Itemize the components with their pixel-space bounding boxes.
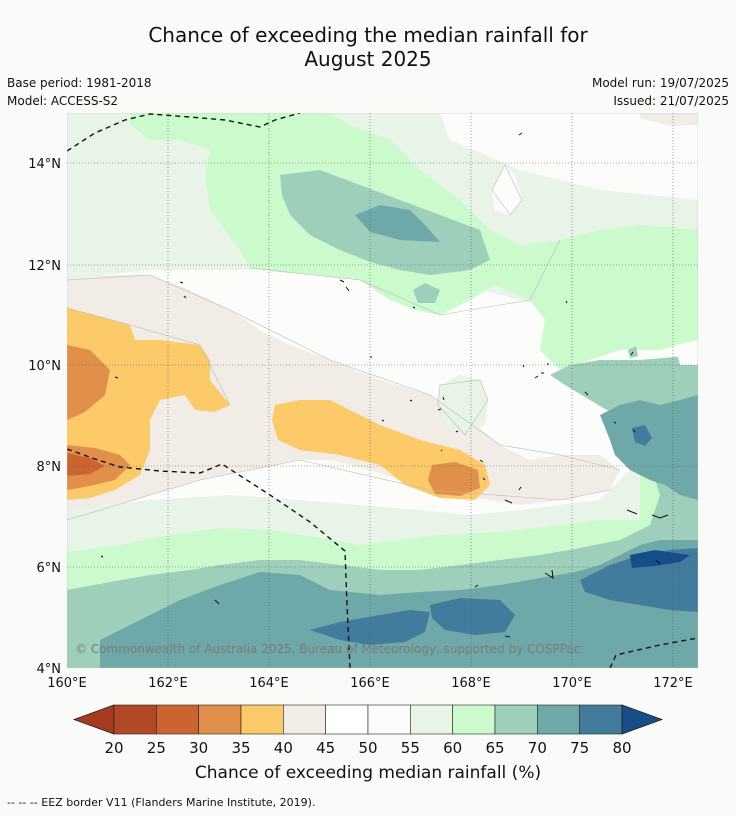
colorbar-segment [494,704,538,735]
colorbar-tick-label: 75 [570,739,589,757]
colorbar-segment [198,704,242,735]
colorbar-segment [283,704,326,735]
copyright-text: © Commonwealth of Australia 2025, Bureau… [75,642,580,656]
colorbar-segment [156,704,199,735]
colorbar-segment [579,704,623,735]
colorbar-tick-label: 60 [443,739,462,757]
colorbar-max-arrow [621,704,664,735]
lat-label-6: 6°N [37,561,62,576]
colorbar-tick-label: 20 [104,739,123,757]
colorbar-tick-label: 40 [274,739,293,757]
issued-date: Issued: 21/07/2025 [613,94,729,108]
colorbar-tick-label: 35 [231,739,250,757]
lat-label-14: 14°N [28,157,61,172]
colorbar-tick-label: 70 [528,739,547,757]
lon-label-164: 164°E [249,676,289,691]
lon-label-162: 162°E [148,676,188,691]
lat-label-8: 8°N [37,460,62,475]
lon-label-166: 166°E [350,676,390,691]
model-run: Model run: 19/07/2025 [591,76,729,90]
colorbar-label: Chance of exceeding median rainfall (%) [195,763,541,783]
base-period: Base period: 1981-2018 [7,76,152,90]
lat-label-10: 10°N [28,359,61,374]
contour-fill: © Commonwealth of Australia 2025, Bureau… [67,113,698,668]
colorbar-tick-label: 80 [612,739,631,757]
colorbar-segment [325,704,369,735]
lat-label-4: 4°N [37,662,62,677]
colorbar: 20 25 30 35 40 45 50 55 60 65 70 75 80 [72,704,664,757]
colorbar-segment [367,704,411,735]
rainfall-map: © Commonwealth of Australia 2025, Bureau… [28,113,698,783]
eez-border [67,113,698,668]
colorbar-tick-label: 45 [316,739,335,757]
colorbar-tick-label: 25 [147,739,166,757]
eez-footnote: -- -- -- EEZ border V11 (Flanders Marine… [7,796,316,809]
colorbar-segment [240,704,284,735]
colorbar-segment [113,704,157,735]
title-line-1: Chance of exceeding the median rainfall … [148,23,588,47]
lon-label-172: 172°E [653,676,693,691]
lon-label-170: 170°E [552,676,592,691]
model-name: Model: ACCESS-S2 [7,94,119,108]
title-line-2: August 2025 [304,47,432,71]
colorbar-tick-label: 30 [189,739,208,757]
lon-label-160: 160°E [47,676,87,691]
colorbar-tick-label: 65 [485,739,504,757]
colorbar-segment [452,704,496,735]
lon-label-168: 168°E [451,676,491,691]
colorbar-tick-label: 55 [401,739,420,757]
colorbar-tick-label: 50 [358,739,377,757]
colorbar-segment [537,704,580,735]
islands [100,132,669,638]
lat-label-12: 12°N [28,259,61,274]
graticule [67,113,698,668]
colorbar-segment [410,704,453,735]
colorbar-min-arrow [72,704,115,735]
